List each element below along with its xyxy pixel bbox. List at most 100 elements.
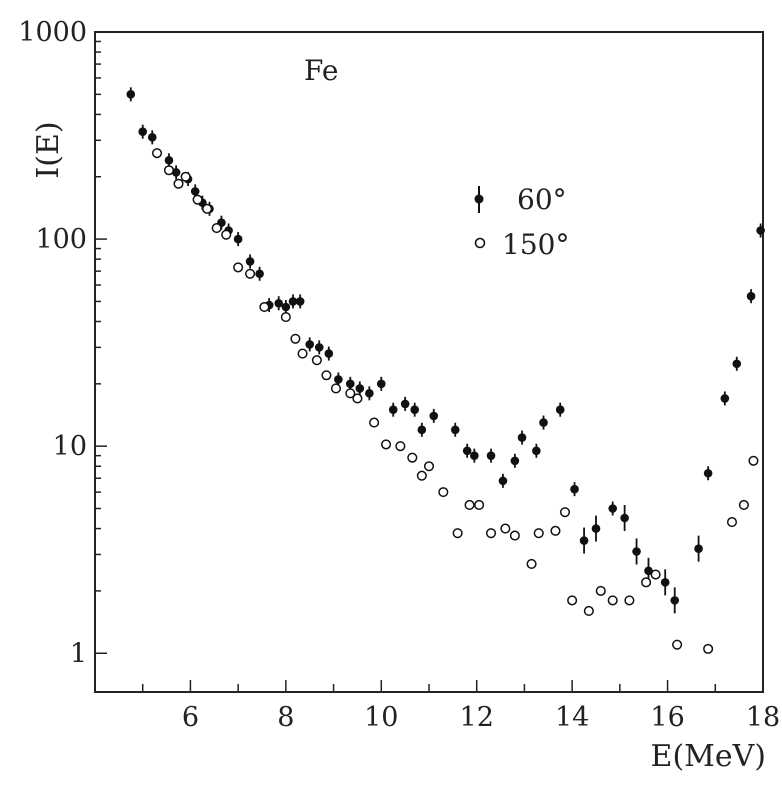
data-point-150 [650,569,661,580]
data-point-60 [644,566,653,576]
data-point-60 [233,234,243,244]
data-point-60 [288,297,298,306]
data-point-60 [498,476,508,486]
data-point-60 [355,384,365,393]
data-point-60 [591,524,601,533]
data-point-60 [400,399,410,409]
data-point-150 [245,268,256,279]
data-point-150 [550,525,561,536]
data-point-150 [607,595,618,606]
data-point-150 [533,528,544,539]
data-point-60 [720,394,730,403]
data-point-150 [464,499,475,511]
series-150-deg [151,148,759,654]
data-point-150 [221,229,232,240]
x-axis-label: E(MeV) [651,739,766,774]
x-tick-label: 12 [460,702,494,733]
data-point-150 [624,595,635,606]
data-point-60 [281,302,291,312]
data-point-60 [334,375,343,384]
data-point-60 [126,90,136,99]
data-point-150 [509,530,520,541]
data-point-150 [202,203,213,214]
data-point-150 [567,595,578,606]
plot-frame [94,31,764,693]
data-point-60 [295,297,305,306]
data-point-150 [595,585,606,596]
data-point-150 [280,312,291,323]
data-point-60 [660,578,670,587]
x-tick-label: 6 [182,702,199,733]
data-point-60 [164,156,174,165]
data-point-60 [703,468,713,478]
data-point-150 [526,558,537,569]
y-tick-label: 1 [70,638,87,669]
data-point-60 [579,536,589,545]
data-point-150 [173,178,184,189]
data-point-60 [365,389,374,398]
data-point-60 [147,133,157,142]
data-point-150 [395,441,406,452]
y-axis-label: I(E) [31,121,66,178]
legend-60-marker [474,194,484,204]
axis-ticks [94,31,764,692]
data-point-60 [314,343,324,352]
data-point-150 [381,439,392,450]
data-point-60 [620,513,629,523]
data-point-60 [429,411,439,421]
element-label: Fe [304,54,338,87]
data-point-150 [321,370,332,381]
data-point-60 [138,127,148,137]
data-point-150 [192,194,203,205]
data-point-150 [485,528,497,539]
data-point-150 [259,301,270,313]
y-tick-label: 1000 [18,17,87,48]
data-point-150 [738,499,749,511]
data-point-60 [245,257,255,266]
data-point-60 [756,226,765,235]
data-point-150 [369,417,380,428]
data-point-150 [703,643,714,654]
data-point-60 [670,596,680,605]
y-tick-label: 10 [53,431,87,462]
data-point-150 [345,388,356,399]
data-point-60 [694,544,703,553]
data-point-60 [274,298,284,308]
series-60-deg [126,87,765,614]
x-tick-label: 16 [650,702,684,733]
data-point-150 [500,523,511,534]
data-point-60 [190,187,200,196]
data-point-60 [305,340,315,349]
data-point-150 [180,171,191,182]
data-point-150 [748,455,759,466]
data-point-150 [474,499,485,511]
x-tick-label: 10 [364,702,398,733]
data-point-150 [641,577,652,588]
data-point-60 [462,446,472,456]
data-point-60 [410,405,419,415]
data-point-60 [746,291,756,301]
data-point-60 [388,405,398,415]
data-point-60 [470,451,479,460]
data-point-150 [726,517,738,528]
data-point-150 [352,393,363,404]
data-point-150 [559,507,571,518]
data-point-60 [345,379,355,389]
legend-150-marker [474,237,486,249]
data-point-60 [517,433,527,442]
data-point-150 [452,528,463,539]
data-point-60 [570,484,579,494]
data-point-60 [608,504,617,513]
data-point-150 [233,262,244,273]
data-point-60 [255,269,264,279]
x-tick-label: 18 [746,702,780,733]
data-point-60 [486,451,496,460]
data-point-60 [555,405,565,415]
data-point-150 [416,470,427,481]
data-point-60 [324,349,334,358]
data-point-150 [583,605,594,617]
data-point-150 [163,165,175,176]
data-point-60 [732,359,742,369]
data-point-60 [532,446,541,456]
